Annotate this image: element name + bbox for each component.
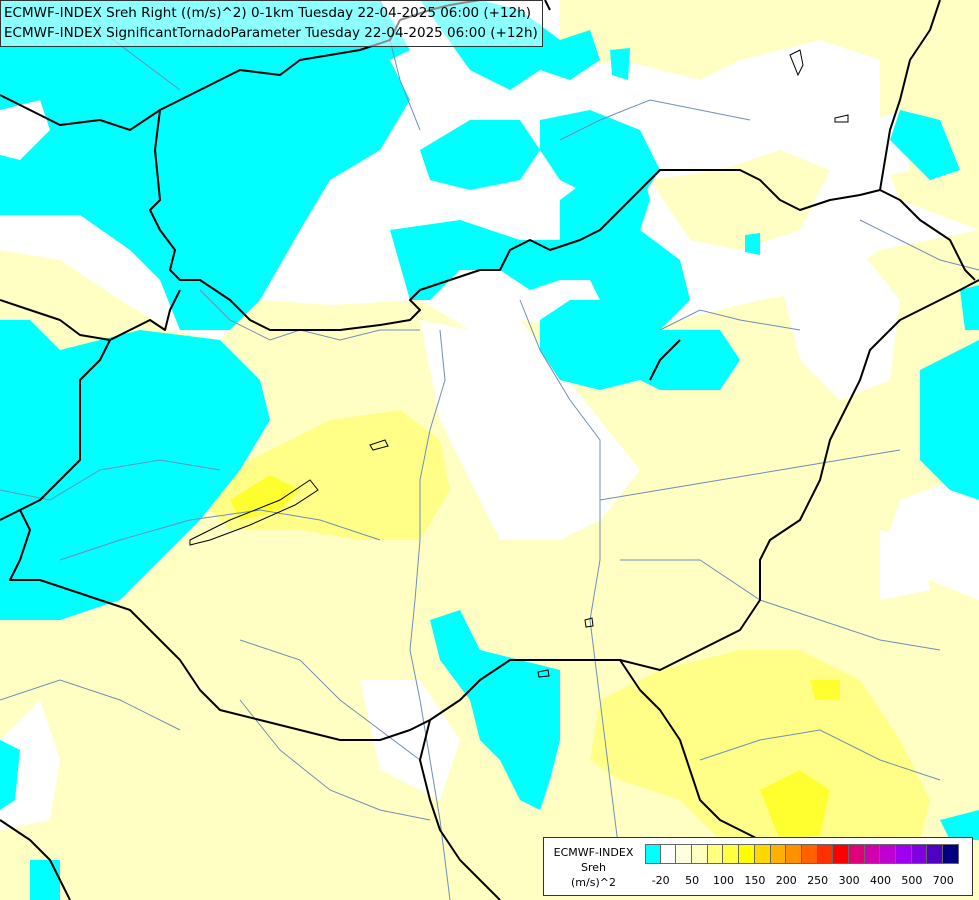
legend-swatch	[723, 844, 740, 864]
legend-swatch	[645, 844, 661, 864]
legend-swatch	[817, 844, 834, 864]
legend-swatch	[880, 844, 896, 864]
map-title-line-2: ECMWF-INDEX SignificantTornadoParameter …	[4, 25, 538, 41]
legend-swatch	[754, 844, 771, 864]
map-title-line-1: ECMWF-INDEX Sreh Right ((m/s)^2) 0-1km T…	[4, 5, 531, 21]
legend-tick-label: 300	[838, 874, 860, 887]
legend-tick-label: 700	[932, 874, 954, 887]
legend-swatch	[739, 844, 755, 864]
legend-swatch	[911, 844, 928, 864]
legend-swatch	[786, 844, 802, 864]
lakes	[189, 49, 849, 678]
legend-swatch	[676, 844, 693, 864]
legend-swatch	[692, 844, 708, 864]
legend-label-line-2: Sreh	[580, 861, 606, 874]
legend-swatch	[896, 844, 912, 864]
legend-label-line-1: ECMWF-INDEX	[553, 846, 634, 859]
legend-tick-label: 250	[807, 874, 829, 887]
legend-swatch	[660, 844, 677, 864]
legend-swatch	[943, 844, 959, 864]
color-legend: ECMWF-INDEX Sreh (m/s)^2 -20 50 100 150 200 2…	[543, 837, 973, 896]
bright-yellow-field	[230, 475, 840, 840]
legend-tick-label: -20	[651, 874, 670, 887]
legend-tick-label: 500	[901, 874, 923, 887]
legend-color-scale	[645, 844, 959, 864]
legend-tick-label: 400	[870, 874, 891, 887]
legend-swatch	[801, 844, 818, 864]
legend-label: ECMWF-INDEX Sreh (m/s)^2	[546, 845, 641, 890]
legend-tick-label: 150	[744, 874, 766, 887]
map-title-box: ECMWF-INDEX Sreh Right ((m/s)^2) 0-1km T…	[0, 0, 543, 47]
legend-swatch	[864, 844, 881, 864]
legend-swatch	[927, 844, 944, 864]
legend-swatch	[848, 844, 865, 864]
legend-tick-label: 200	[775, 874, 797, 887]
legend-tick-label: 50	[685, 874, 700, 887]
legend-label-line-3: (m/s)^2	[571, 876, 616, 889]
legend-swatch	[770, 844, 787, 864]
legend-tick-labels: -20 50 100 150 200 250 300 400 500 700	[645, 874, 974, 890]
legend-tick-label: 100	[713, 874, 734, 887]
legend-swatch	[833, 844, 849, 864]
legend-swatch	[707, 844, 724, 864]
